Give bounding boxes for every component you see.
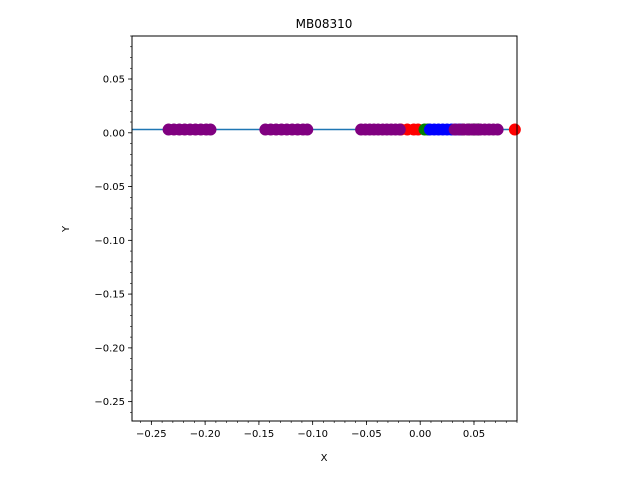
chart-title: MB08310 xyxy=(296,17,353,31)
y-tick-label: 0.00 xyxy=(103,128,125,139)
y-tick-label: −0.20 xyxy=(94,343,125,354)
x-tick-label: −0.25 xyxy=(136,429,167,440)
x-tick-label: 0.05 xyxy=(463,429,485,440)
x-axis-label: X xyxy=(321,453,328,464)
x-tick-label: −0.15 xyxy=(244,429,275,440)
data-point xyxy=(393,123,406,136)
y-tick-label: −0.15 xyxy=(94,290,125,301)
plot-area-frame xyxy=(131,35,518,422)
data-point xyxy=(301,123,314,136)
y-tick-label: 0.05 xyxy=(103,75,125,86)
y-tick-label: −0.05 xyxy=(94,182,125,193)
data-point xyxy=(508,123,521,136)
data-point xyxy=(491,123,504,136)
y-tick-label: −0.25 xyxy=(94,397,125,408)
x-tick-label: −0.20 xyxy=(190,429,221,440)
x-tick-label: 0.00 xyxy=(409,429,431,440)
x-tick-label: −0.10 xyxy=(297,429,328,440)
x-tick-label: −0.05 xyxy=(351,429,382,440)
data-point xyxy=(204,123,217,136)
y-tick-label: −0.10 xyxy=(94,236,125,247)
y-axis-label: Y xyxy=(61,225,72,233)
